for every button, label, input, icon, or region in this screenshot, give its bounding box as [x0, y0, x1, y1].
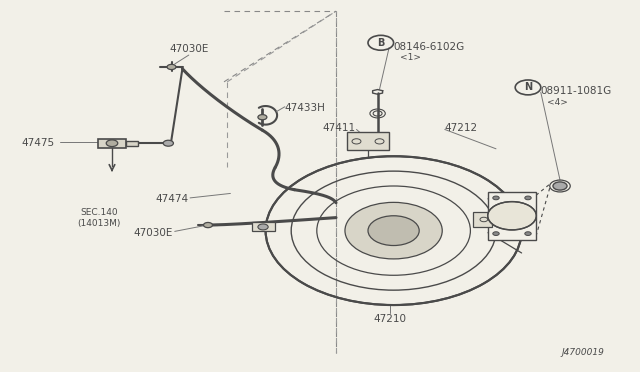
Text: 47433H: 47433H	[285, 103, 326, 113]
Text: 08146-6102G: 08146-6102G	[394, 42, 465, 51]
Circle shape	[493, 196, 499, 200]
Circle shape	[345, 202, 442, 259]
Text: N: N	[524, 83, 532, 92]
Circle shape	[553, 182, 567, 190]
FancyBboxPatch shape	[252, 222, 275, 231]
Circle shape	[106, 140, 118, 147]
FancyBboxPatch shape	[473, 212, 492, 227]
Text: SEC.140
(14013M): SEC.140 (14013M)	[77, 208, 121, 228]
Circle shape	[258, 224, 268, 230]
Circle shape	[368, 216, 419, 246]
Text: 47210: 47210	[374, 314, 407, 324]
Text: <1>: <1>	[400, 53, 421, 62]
Circle shape	[525, 232, 531, 235]
Circle shape	[488, 202, 536, 230]
Text: 47411: 47411	[322, 124, 355, 133]
Text: 47475: 47475	[21, 138, 54, 148]
FancyBboxPatch shape	[98, 139, 126, 148]
Text: J4700019: J4700019	[562, 348, 605, 357]
Text: 08911-1081G: 08911-1081G	[541, 86, 612, 96]
FancyBboxPatch shape	[347, 132, 388, 150]
Circle shape	[493, 232, 499, 235]
Text: B: B	[377, 38, 385, 48]
Text: 47030E: 47030E	[169, 44, 209, 54]
Text: 47030E: 47030E	[133, 228, 173, 237]
Circle shape	[258, 115, 267, 120]
FancyBboxPatch shape	[488, 192, 536, 240]
Circle shape	[204, 222, 212, 228]
Circle shape	[167, 64, 176, 70]
Circle shape	[525, 196, 531, 200]
FancyBboxPatch shape	[126, 141, 138, 146]
Text: 47474: 47474	[156, 194, 189, 204]
Circle shape	[266, 156, 522, 305]
Circle shape	[163, 140, 173, 146]
Text: <4>: <4>	[547, 98, 568, 107]
Text: 47212: 47212	[445, 124, 478, 133]
